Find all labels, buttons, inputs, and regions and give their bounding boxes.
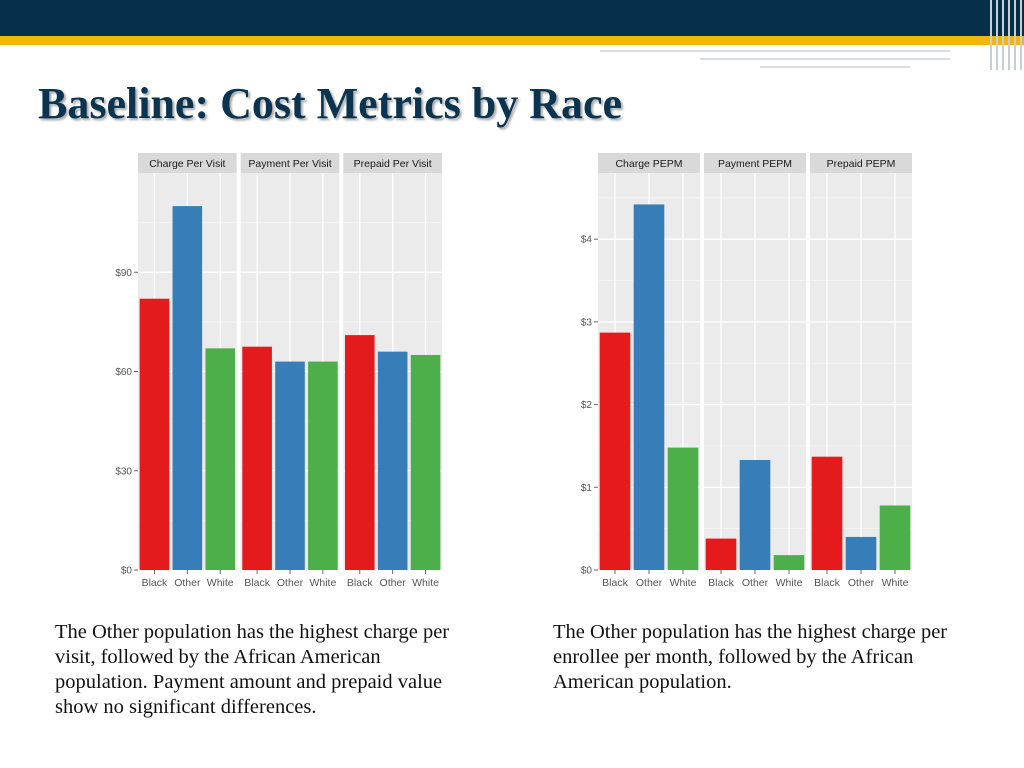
x-tick-label: Other	[380, 577, 407, 589]
bar-prepaid-per-visit-other	[377, 351, 408, 570]
bar-charge-pepm-other	[633, 204, 665, 570]
bar-payment-pepm-other	[739, 459, 771, 570]
bar-payment-per-visit-white	[308, 361, 338, 570]
bar-charge-per-visit-black	[139, 298, 170, 570]
decorative-line	[760, 66, 910, 68]
x-tick-label: White	[882, 577, 909, 589]
bar-payment-pepm-black	[705, 538, 737, 570]
facet-strip-payment-per-visit	[240, 153, 340, 173]
bar-charge-pepm-white	[667, 447, 699, 570]
accent-bar	[0, 36, 1024, 45]
x-tick-label: White	[670, 577, 697, 589]
y-tick-label: $4	[581, 235, 593, 246]
decorative-line	[700, 58, 950, 60]
x-tick-label: Black	[142, 577, 168, 589]
facet-label-payment-per-visit: Payment Per Visit	[248, 158, 331, 170]
x-tick-label: Other	[277, 577, 304, 589]
facet-strip-payment-pepm	[704, 153, 806, 173]
y-tick-label: $1	[581, 483, 593, 494]
bar-prepaid-pepm-black	[811, 456, 843, 570]
y-tick-label: $60	[115, 367, 132, 378]
facet-label-charge-per-visit: Charge Per Visit	[149, 158, 225, 170]
x-tick-label: White	[309, 577, 336, 589]
x-tick-label: White	[412, 577, 439, 589]
x-tick-label: Black	[602, 577, 628, 589]
header-bar	[0, 0, 1024, 36]
chart-svg: $0 $30 $60 $90 Charge Per Visit Black Other Whi…	[115, 153, 442, 589]
x-tick-label: Black	[708, 577, 734, 589]
chart-cost-pepm: $0 $1 $2 $3 $4 Charge PEPM Black Other White Paym…	[560, 150, 920, 600]
facet-strip-charge-per-visit	[138, 153, 237, 173]
y-tick-label: $2	[581, 400, 593, 411]
caption-right: The Other population has the highest cha…	[553, 621, 948, 693]
bar-prepaid-per-visit-black	[344, 335, 375, 570]
facet-label-prepaid-per-visit: Prepaid Per Visit	[354, 158, 432, 170]
x-tick-label: Black	[347, 577, 373, 589]
bar-charge-pepm-black	[599, 332, 631, 570]
bar-payment-per-visit-black	[242, 346, 272, 570]
x-tick-label: Other	[174, 577, 201, 589]
x-tick-label: Black	[244, 577, 270, 589]
facet-label-prepaid-pepm: Prepaid PEPM	[827, 158, 896, 170]
facet-label-payment-pepm: Payment PEPM	[718, 158, 792, 170]
bar-prepaid-pepm-other	[845, 536, 877, 570]
y-tick-label: $30	[115, 466, 132, 477]
x-tick-label: Black	[814, 577, 840, 589]
x-tick-label: Other	[636, 577, 663, 589]
facet-label-charge-pepm: Charge PEPM	[615, 158, 682, 170]
x-tick-label: Other	[742, 577, 769, 589]
x-tick-label: White	[776, 577, 803, 589]
y-tick-label: $0	[581, 566, 593, 577]
y-tick-label: $3	[581, 317, 593, 328]
bar-charge-per-visit-white	[205, 348, 236, 570]
facet-strip-prepaid-per-visit	[343, 153, 442, 173]
bar-charge-per-visit-other	[172, 206, 203, 571]
facet-strip-prepaid-pepm	[810, 153, 912, 173]
x-tick-label: White	[207, 577, 234, 589]
y-tick-label: $0	[121, 566, 133, 577]
facet-strip-charge-pepm	[598, 153, 700, 173]
y-tick-label: $90	[115, 268, 132, 279]
caption-left: The Other population has the highest cha…	[55, 621, 450, 718]
decorative-stripes	[988, 0, 1024, 70]
bar-prepaid-per-visit-white	[410, 354, 441, 570]
bar-payment-pepm-white	[773, 555, 805, 570]
x-tick-label: Other	[848, 577, 875, 589]
bar-payment-per-visit-other	[275, 361, 305, 570]
bar-prepaid-pepm-white	[879, 505, 911, 570]
decorative-line	[600, 50, 950, 52]
chart-svg: $0 $1 $2 $3 $4 Charge PEPM Black Other White Paym…	[581, 153, 912, 589]
chart-cost-per-visit: $0 $30 $60 $90 Charge Per Visit Black Other Whi…	[100, 150, 450, 600]
page-title: Baseline: Cost Metrics by Race	[38, 79, 623, 128]
